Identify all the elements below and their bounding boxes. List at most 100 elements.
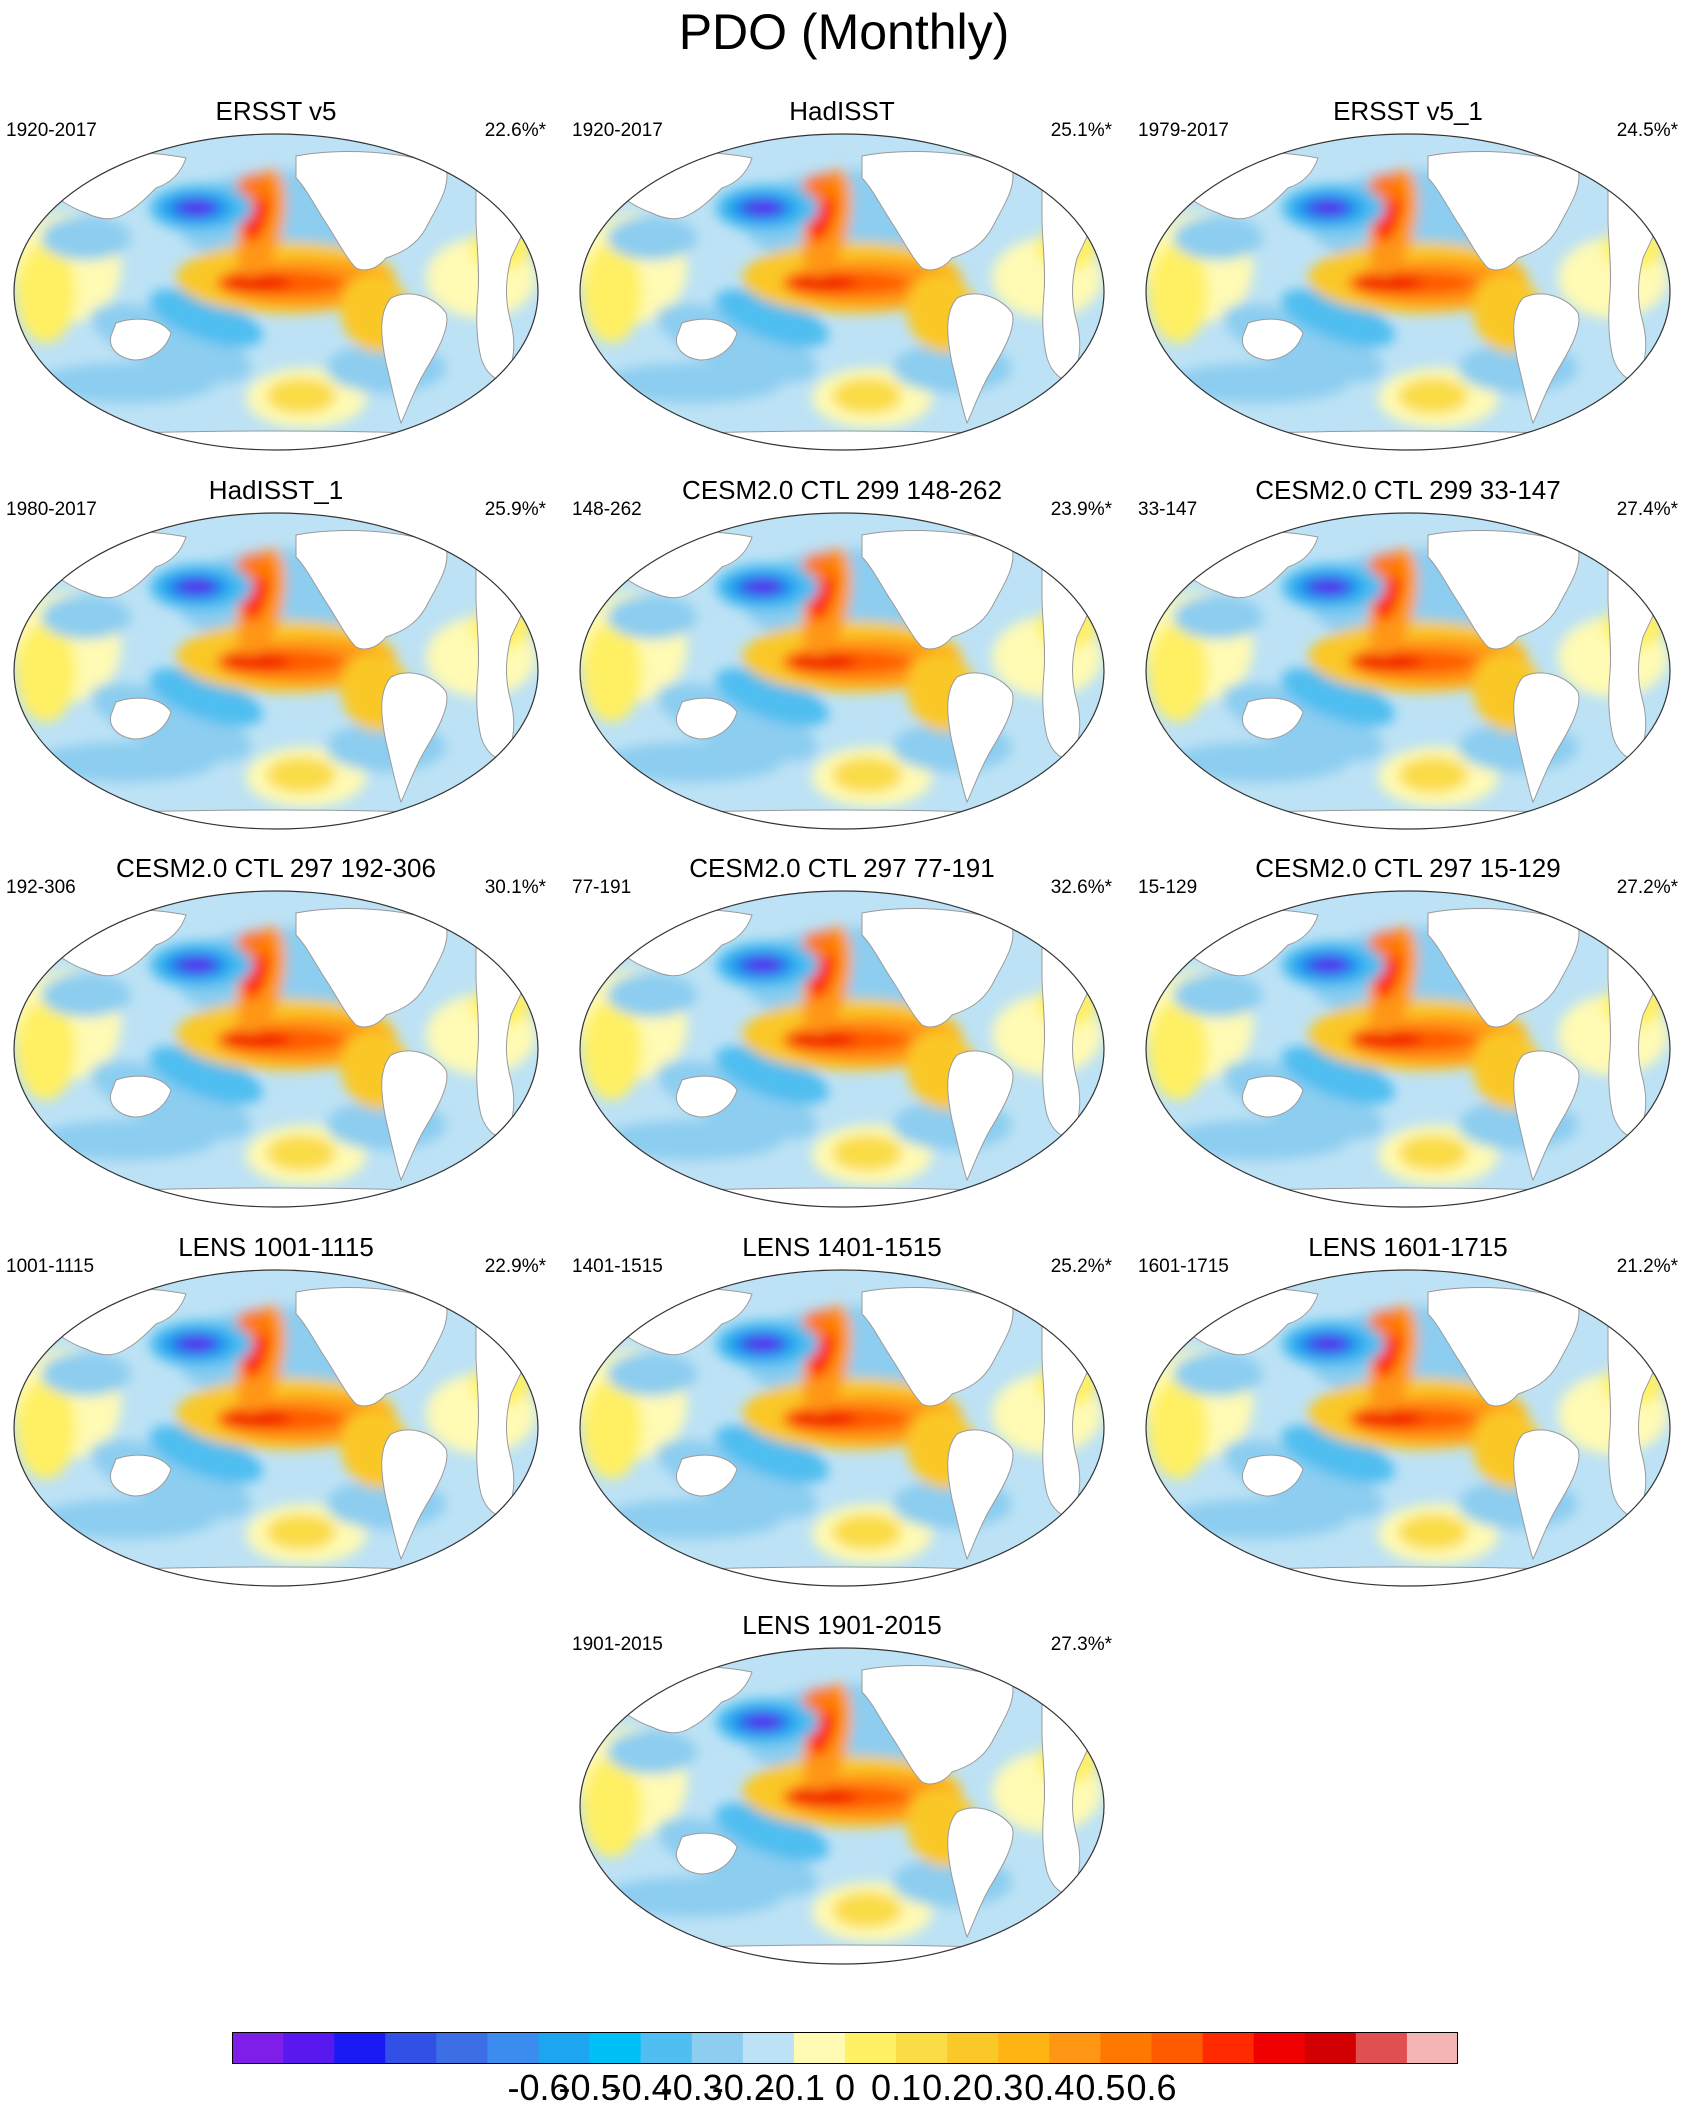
panel-explained-variance: 27.3%* [1050, 1634, 1112, 1655]
pdo-pattern-map [579, 1647, 1105, 1965]
colorbar-swatch [334, 2032, 386, 2064]
pdo-pattern-map [13, 1269, 539, 1587]
panel-explained-variance: 21.2%* [1616, 1256, 1678, 1277]
pdo-pattern-map [579, 890, 1105, 1208]
map-panel: LENS 1001-1115 1001-1115 22.9%* [6, 1232, 546, 1592]
colorbar-swatch [845, 2032, 897, 2064]
pdo-pattern-map [1145, 1269, 1671, 1587]
panel-period: 1901-2015 [572, 1634, 663, 1655]
panel-period: 1001-1115 [6, 1256, 95, 1277]
panel-period: 15-129 [1138, 877, 1198, 898]
colorbar-swatch [385, 2032, 437, 2064]
colorbar-swatch [691, 2032, 744, 2064]
colorbar-swatch [742, 2032, 795, 2064]
pdo-pattern-map [579, 512, 1105, 830]
panel-explained-variance: 32.6%* [1050, 877, 1112, 898]
panel-title: LENS 1901-2015 [742, 1610, 942, 1640]
colorbar-tick-label: 0.6 [1126, 2067, 1177, 2108]
panel-title: ERSST v5 [215, 96, 337, 126]
colorbar-swatch [232, 2032, 284, 2064]
colorbar-swatch [487, 2032, 539, 2064]
panel-explained-variance: 22.6%* [484, 120, 546, 141]
colorbar-swatch [1355, 2032, 1408, 2064]
colorbar-swatch [1253, 2032, 1306, 2064]
panel-explained-variance: 24.5%* [1616, 120, 1678, 141]
pdo-pattern-map [1145, 890, 1671, 1208]
colorbar-swatch [1304, 2032, 1357, 2064]
colorbar-tick-label: 0.5 [1075, 2067, 1126, 2108]
panel-title: HadISST [789, 96, 895, 126]
colorbar-swatch [947, 2032, 999, 2064]
pdo-pattern-map [13, 512, 539, 830]
panel-title: HadISST_1 [208, 475, 344, 505]
colorbar-swatch [1202, 2032, 1254, 2064]
colorbar-swatch [896, 2032, 948, 2064]
panel-period: 33-147 [1138, 499, 1198, 520]
colorbar-tick-label: 0.4 [1024, 2067, 1075, 2108]
map-panel: LENS 1401-1515 1401-1515 25.2%* [572, 1232, 1112, 1592]
panel-explained-variance: 23.9%* [1050, 499, 1112, 520]
map-panel: CESM2.0 CTL 297 192-306 192-306 30.1%* [6, 853, 546, 1213]
colorbar-tick-label: -0.5 [558, 2067, 621, 2108]
panel-period: 1979-2017 [1138, 120, 1229, 141]
colorbar-swatch [1406, 2032, 1458, 2064]
colorbar-swatch [283, 2032, 335, 2064]
pdo-pattern-map [579, 1269, 1105, 1587]
colorbar-swatch [436, 2032, 488, 2064]
panel-title: LENS 1601-1715 [1308, 1232, 1508, 1262]
colorbar-tick-label: 0.2 [922, 2067, 973, 2108]
colorbar-swatch [793, 2032, 846, 2064]
colorbar-tick-label: 0 [834, 2067, 856, 2108]
panel-explained-variance: 25.1%* [1050, 120, 1112, 141]
colorbar-tick-label: 0.3 [973, 2067, 1024, 2108]
colorbar-tick-label: -0.1 [762, 2067, 825, 2108]
panel-title: CESM2.0 CTL 299 148-262 [682, 475, 1002, 505]
panel-period: 1601-1715 [1138, 1256, 1229, 1277]
panel-explained-variance: 25.9%* [484, 499, 546, 520]
map-panel: CESM2.0 CTL 299 148-262 148-262 23.9%* [572, 475, 1112, 835]
pdo-pattern-map [1145, 133, 1671, 451]
panel-explained-variance: 25.2%* [1050, 1256, 1112, 1277]
pdo-pattern-map [1145, 512, 1671, 830]
colorbar [232, 2032, 1458, 2064]
panel-period: 1920-2017 [572, 120, 663, 141]
panel-title: ERSST v5_1 [1333, 96, 1483, 126]
panel-period: 77-191 [572, 877, 632, 898]
panel-title: CESM2.0 CTL 297 15-129 [1255, 853, 1561, 883]
panel-title: LENS 1401-1515 [742, 1232, 942, 1262]
panel-explained-variance: 30.1%* [484, 877, 546, 898]
map-panel: HadISST 1920-2017 25.1%* [572, 96, 1112, 456]
pdo-pattern-map [13, 890, 539, 1208]
colorbar-labels: -0.6 -0.5 -0.4 -0.3 -0.2 -0.1 0 0.1 0.2 0.3 0.4 0.5… [232, 2068, 1458, 2112]
map-panel: CESM2.0 CTL 297 77-191 77-191 32.6%* [572, 853, 1112, 1213]
panel-period: 192-306 [6, 877, 76, 898]
map-panel: LENS 1601-1715 1601-1715 21.2%* [1138, 1232, 1678, 1592]
colorbar-tick-label: 0.1 [871, 2067, 922, 2108]
panel-period: 1980-2017 [6, 499, 97, 520]
panel-title: CESM2.0 CTL 297 77-191 [689, 853, 995, 883]
panel-explained-variance: 27.4%* [1616, 499, 1678, 520]
pdo-pattern-map [13, 133, 539, 451]
colorbar-swatch [998, 2032, 1050, 2064]
figure-title: PDO (Monthly) [678, 4, 1010, 60]
panel-title: LENS 1001-1115 [178, 1232, 374, 1262]
map-panel: CESM2.0 CTL 297 15-129 15-129 27.2%* [1138, 853, 1678, 1213]
map-panel: HadISST_1 1980-2017 25.9%* [6, 475, 546, 835]
colorbar-swatch [538, 2032, 590, 2064]
colorbar-tick-label: -0.3 [660, 2067, 723, 2108]
colorbar-swatch [1151, 2032, 1203, 2064]
colorbar-tick-label: -0.6 [507, 2067, 570, 2108]
panel-explained-variance: 27.2%* [1616, 877, 1678, 898]
panel-explained-variance: 22.9%* [484, 1256, 546, 1277]
colorbar-swatch [1100, 2032, 1152, 2064]
map-panel: ERSST v5 1920-2017 22.6%* [6, 96, 546, 456]
colorbar-swatch [640, 2032, 693, 2064]
panel-period: 148-262 [572, 499, 642, 520]
panel-title: CESM2.0 CTL 299 33-147 [1255, 475, 1561, 505]
colorbar-tick-label: -0.2 [711, 2067, 774, 2108]
panel-period: 1920-2017 [6, 120, 97, 141]
pdo-pattern-map [579, 133, 1105, 451]
map-panel: LENS 1901-2015 1901-2015 27.3%* [572, 1610, 1112, 1970]
map-panel: ERSST v5_1 1979-2017 24.5%* [1138, 96, 1678, 456]
map-panel: CESM2.0 CTL 299 33-147 33-147 27.4%* [1138, 475, 1678, 835]
